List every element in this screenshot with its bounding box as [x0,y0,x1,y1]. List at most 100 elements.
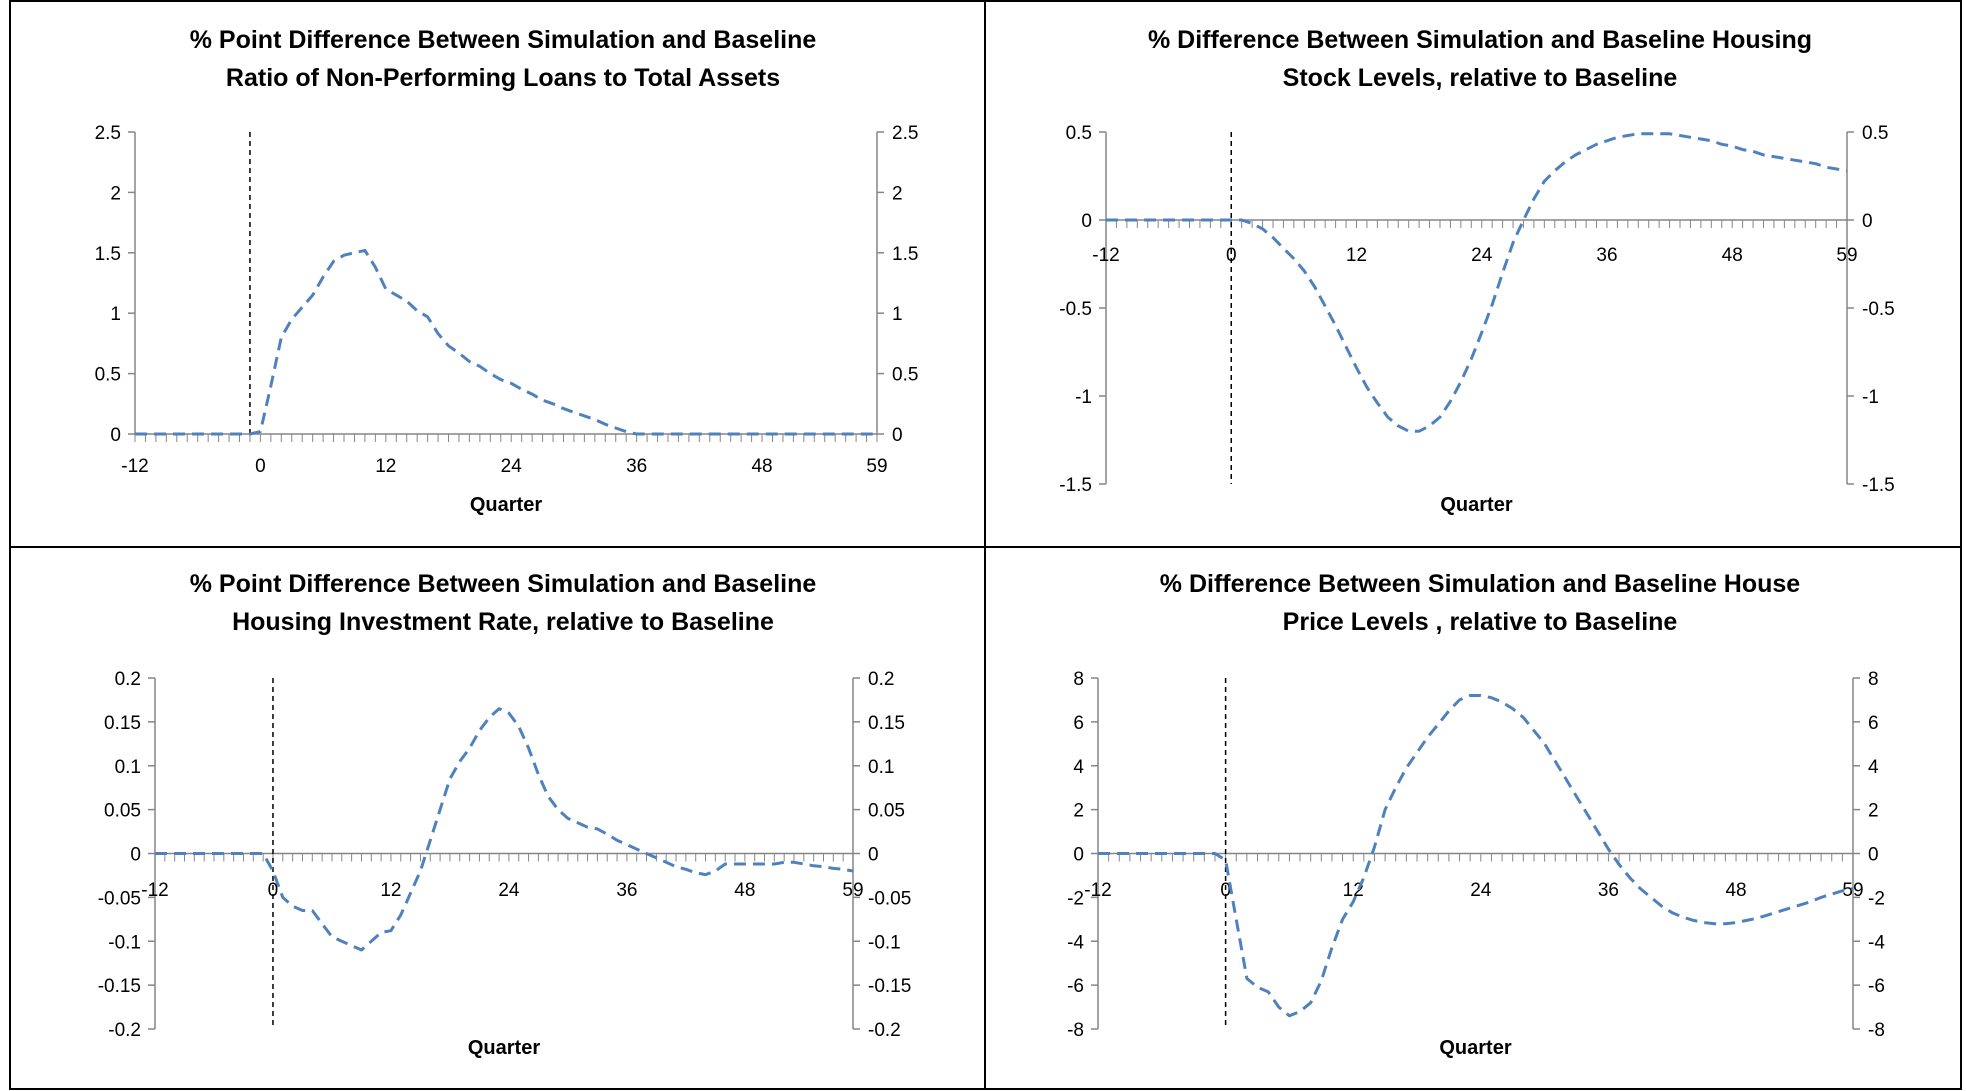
x-tick-label: 36 [626,456,647,477]
chart-title-line: % Difference Between Simulation and Base… [1148,26,1812,54]
left-y-tick-label: -4 [1067,932,1084,953]
x-tick-label: -12 [121,456,148,477]
series-line-1 [155,707,854,952]
x-axis-label: Quarter [468,1037,540,1059]
x-tick-label: -12 [141,880,168,901]
right-y-tick-label: 0.2 [868,669,894,690]
left-y-tick-label: -8 [1067,1020,1084,1041]
right-y-tick-label: 0.5 [892,365,918,386]
chart-panel-4: % Difference Between Simulation and Base… [1067,570,1885,1059]
right-y-tick-label: 0 [1862,211,1873,232]
right-y-tick-label: 0 [868,845,879,866]
left-y-tick-label: 0.2 [115,669,141,690]
x-tick-label: 59 [1836,245,1857,266]
right-y-tick-label: -0.2 [868,1020,901,1041]
left-y-tick-label: 2 [1073,801,1084,822]
x-tick-label: 12 [1346,245,1367,266]
left-y-tick-label: 0.05 [104,801,141,822]
right-y-tick-label: -0.5 [1862,299,1895,320]
left-y-tick-label: 2.5 [95,123,121,144]
x-tick-label: 0 [1220,880,1231,901]
chart-panel-3: % Point Difference Between Simulation an… [98,570,912,1059]
left-y-tick-label: -0.2 [108,1020,141,1041]
right-y-tick-label: -2 [1868,888,1885,909]
x-tick-label: 12 [375,456,396,477]
series-line-1 [1106,132,1848,433]
left-y-tick-label: 1.5 [95,244,121,265]
right-y-tick-label: 2 [892,183,903,204]
x-tick-label: 0 [255,456,266,477]
left-y-tick-label: -0.05 [98,888,141,909]
x-axis-label: Quarter [1440,494,1512,516]
chart-title-line: % Point Difference Between Simulation an… [190,26,817,54]
left-y-tick-label: 6 [1073,713,1084,734]
x-tick-label: 36 [1596,245,1617,266]
right-y-tick-label: -4 [1868,932,1885,953]
left-y-tick-label: 0.1 [115,757,141,778]
x-tick-label: 48 [1722,245,1743,266]
right-y-tick-label: 0.5 [1862,123,1888,144]
left-y-tick-label: -0.1 [108,932,141,953]
x-tick-label: 59 [1842,880,1863,901]
left-y-tick-label: 4 [1073,757,1084,778]
left-y-tick-label: 1 [110,304,121,325]
x-tick-label: 24 [498,880,520,901]
x-tick-label: 36 [1598,880,1619,901]
x-tick-label: 59 [842,880,863,901]
right-y-tick-label: -0.15 [868,976,911,997]
left-y-tick-label: -0.5 [1059,299,1092,320]
chart-title-line: Price Levels , relative to Baseline [1283,608,1678,636]
right-y-tick-label: -0.1 [868,932,901,953]
right-y-tick-label: -8 [1868,1020,1885,1041]
right-y-tick-label: 0 [892,425,903,446]
chart-panel-1: % Point Difference Between Simulation an… [95,26,919,516]
x-tick-label: 48 [1725,880,1746,901]
left-y-tick-label: 0 [1081,211,1092,232]
right-y-tick-label: 0.15 [868,713,905,734]
left-y-tick-label: 0 [110,425,121,446]
left-y-tick-label: 8 [1073,669,1084,690]
chart-panel-2: % Difference Between Simulation and Base… [1059,26,1895,516]
left-y-tick-label: -1.5 [1059,475,1092,496]
chart-title-line: Stock Levels, relative to Baseline [1283,64,1678,92]
x-tick-label: 24 [1471,245,1493,266]
right-y-tick-label: -0.05 [868,888,911,909]
chart-title-line: % Difference Between Simulation and Base… [1160,570,1801,598]
x-tick-label: -12 [1084,880,1111,901]
left-y-tick-label: 0.15 [104,713,141,734]
x-tick-label: 12 [1343,880,1364,901]
right-y-tick-label: 8 [1868,669,1879,690]
x-tick-label: -12 [1092,245,1119,266]
left-y-tick-label: 2 [110,183,121,204]
x-tick-label: 12 [380,880,401,901]
right-y-tick-label: 2.5 [892,123,918,144]
right-y-tick-label: -1.5 [1862,475,1895,496]
left-y-tick-label: 0.5 [95,365,121,386]
left-y-tick-label: -0.15 [98,976,141,997]
left-y-tick-label: 0.5 [1066,123,1092,144]
x-tick-label: 36 [616,880,637,901]
left-y-tick-label: -2 [1067,888,1084,909]
chart-title-line: % Point Difference Between Simulation an… [190,570,817,598]
right-y-tick-label: 6 [1868,713,1879,734]
right-y-tick-label: 4 [1868,757,1879,778]
right-y-tick-label: 1.5 [892,244,918,265]
x-axis-label: Quarter [470,494,542,516]
left-y-tick-label: -1 [1075,387,1092,408]
right-y-tick-label: 1 [892,304,903,325]
right-y-tick-label: 0.1 [868,757,894,778]
right-y-tick-label: 2 [1868,801,1879,822]
series-line-1 [135,248,877,436]
right-y-tick-label: 0.05 [868,801,905,822]
right-y-tick-label: -1 [1862,387,1879,408]
x-tick-label: 48 [751,456,772,477]
x-tick-label: 24 [1470,880,1492,901]
chart-title-line: Housing Investment Rate, relative to Bas… [232,608,774,636]
x-axis-label: Quarter [1439,1037,1511,1059]
x-tick-label: 24 [501,456,523,477]
left-y-tick-label: 0 [130,845,141,866]
right-y-tick-label: 0 [1868,845,1879,866]
x-tick-label: 0 [1226,245,1237,266]
